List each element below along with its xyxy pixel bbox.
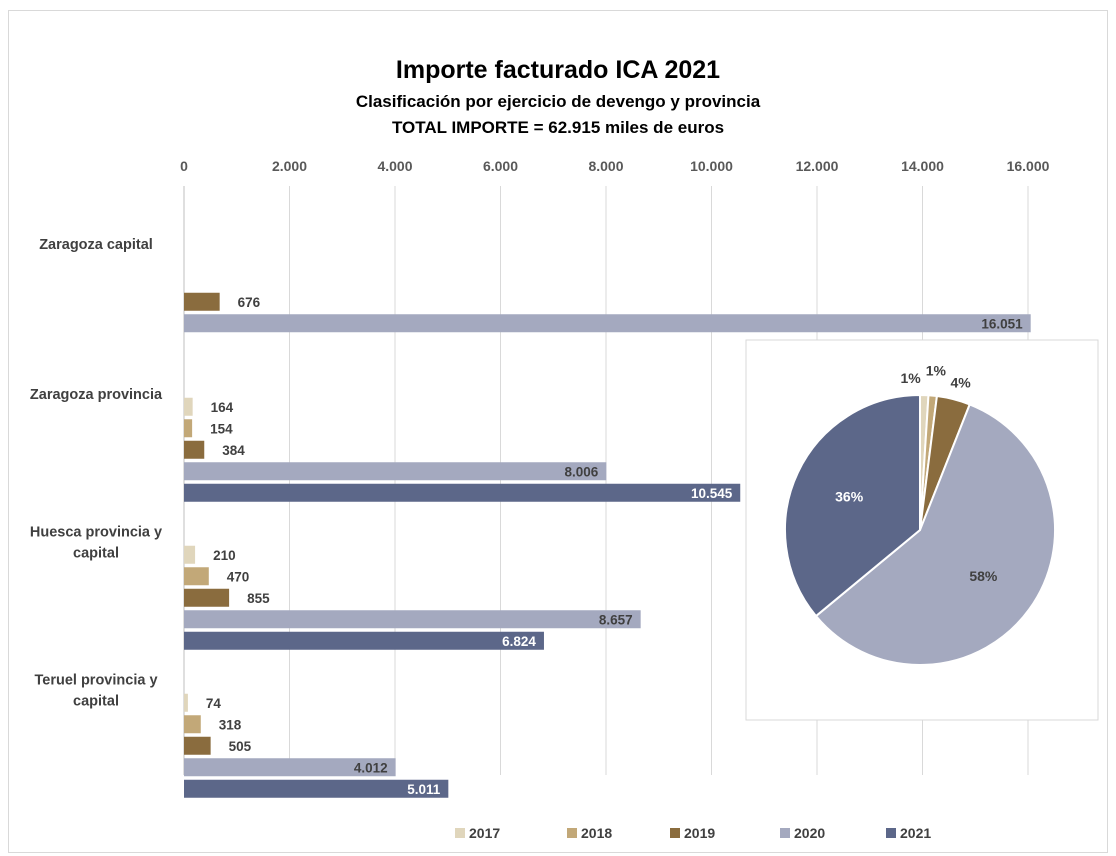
bar-2020: [184, 758, 396, 777]
data-label: 855: [247, 591, 270, 606]
legend-swatch-2020: [780, 828, 790, 838]
pie-slice-2020: [814, 403, 1056, 666]
data-label: 8.657: [599, 612, 633, 627]
x-tick-label: 8.000: [588, 158, 623, 174]
bar-2018: [184, 419, 193, 438]
x-tick-label: 10.000: [690, 158, 733, 174]
bar-2021: [184, 483, 741, 502]
x-tick-label: 0: [180, 158, 188, 174]
bar-2019: [184, 588, 230, 607]
bar-2017: [184, 545, 196, 564]
legend-label: 2019: [684, 825, 715, 841]
bar-2019: [184, 440, 205, 459]
x-tick-label: 2.000: [272, 158, 307, 174]
data-label: 676: [238, 295, 261, 310]
category-label: Teruel provincia y: [34, 672, 157, 688]
bar-2019: [184, 736, 211, 755]
chart-frame: [8, 10, 1108, 853]
data-label: 5.011: [407, 782, 441, 797]
chart-title: Importe facturado ICA 2021: [395, 56, 721, 84]
legend-label: 2021: [900, 825, 931, 841]
x-tick-label: 6.000: [483, 158, 518, 174]
x-tick-label: 14.000: [901, 158, 944, 174]
pie-label: 1%: [901, 370, 922, 386]
x-tick-label: 12.000: [796, 158, 839, 174]
data-label: 210: [213, 548, 236, 563]
legend-swatch-2019: [670, 828, 680, 838]
data-label: 6.824: [502, 634, 536, 649]
category-label: Zaragoza provincia: [30, 387, 163, 403]
chart-subtitle: Clasificación por ejercicio de devengo y…: [355, 92, 761, 111]
bar-2021: [184, 779, 449, 798]
pie-slice-2021: [784, 393, 921, 618]
bar-2018: [184, 567, 209, 586]
data-label: 10.545: [691, 486, 733, 501]
bar-2020: [184, 314, 1031, 333]
data-label: 164: [211, 400, 234, 415]
legend-label: 2018: [581, 825, 612, 841]
pie-label: 36%: [835, 489, 864, 505]
data-label: 470: [227, 569, 250, 584]
pie-label: 1%: [926, 363, 947, 379]
x-tick-label: 16.000: [1007, 158, 1050, 174]
pie-label: 58%: [969, 568, 998, 584]
data-label: 16.051: [981, 316, 1023, 331]
category-label: Huesca provincia y: [30, 524, 162, 540]
data-label: 74: [206, 696, 222, 711]
bar-2017: [184, 693, 188, 712]
chart-total: TOTAL IMPORTE = 62.915 miles de euros: [391, 118, 725, 137]
x-tick-label: 4.000: [377, 158, 412, 174]
data-label: 4.012: [354, 760, 388, 775]
data-label: 505: [229, 739, 252, 754]
data-label: 154: [210, 421, 233, 436]
legend-label: 2017: [469, 825, 500, 841]
category-label: capital: [73, 693, 119, 709]
bar-2019: [184, 292, 220, 311]
bar-2017: [184, 397, 193, 416]
bar-2020: [184, 610, 641, 629]
category-label: capital: [73, 545, 119, 561]
pie-label: 4%: [950, 375, 971, 391]
data-label: 318: [219, 717, 242, 732]
legend-swatch-2021: [886, 828, 896, 838]
legend-label: 2020: [794, 825, 825, 841]
bar-2021: [184, 631, 544, 650]
bar-2020: [184, 462, 607, 481]
category-label: Zaragoza capital: [39, 237, 153, 253]
data-label: 384: [222, 443, 245, 458]
bar-2018: [184, 715, 201, 734]
legend-swatch-2017: [455, 828, 465, 838]
data-label: 8.006: [565, 464, 599, 479]
legend-swatch-2018: [567, 828, 577, 838]
